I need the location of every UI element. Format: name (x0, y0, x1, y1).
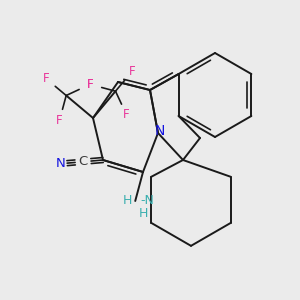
Text: F: F (123, 108, 130, 121)
Text: H: H (139, 208, 148, 220)
Text: F: F (86, 78, 93, 91)
Text: N: N (55, 157, 65, 170)
Text: F: F (56, 114, 63, 127)
Text: -N: -N (140, 194, 154, 208)
Text: H: H (122, 194, 132, 208)
Text: F: F (43, 72, 50, 85)
Text: F: F (129, 65, 136, 78)
Text: N: N (155, 124, 165, 138)
Text: C: C (79, 155, 88, 168)
Text: F: F (87, 78, 94, 91)
